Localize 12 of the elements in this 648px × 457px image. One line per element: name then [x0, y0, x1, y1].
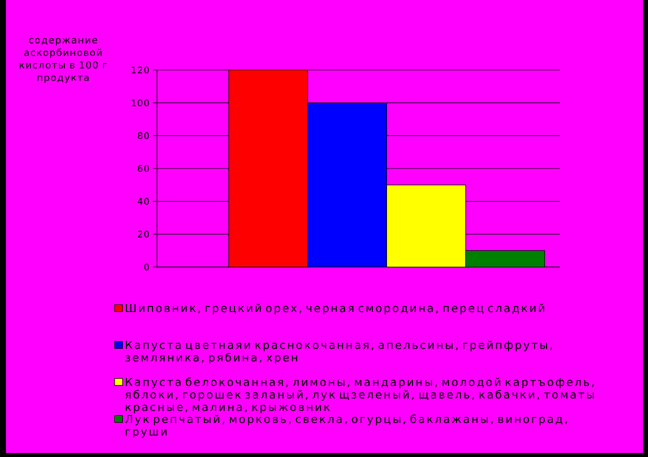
- y-tick-label: 80: [138, 132, 149, 140]
- y-tick-label: 100: [132, 99, 149, 106]
- y-tick-label: 20: [138, 230, 149, 238]
- legend-label: Шиповник, грецкий орех, черная смородина, перец сладкий: [126, 304, 544, 314]
- y-tick-label: 40: [138, 198, 149, 205]
- y-tick-label: 60: [138, 165, 149, 172]
- legend-label: Лук репчатый, морковь, свекла, огурцы, баклажаны, виноград, груши: [125, 414, 567, 438]
- legend-label: Капуста цветнаяи краснокочанная, апельсины, грейпфруты, земляника, рябина, хрен: [126, 340, 552, 364]
- y-axis-title: содержание аскорбиновой кислоты в 100 г продукта: [20, 38, 107, 83]
- legend-label: Капуста белокочанная, лимоны, мандарины, молодой картъофель, яблоки, горошек заланый, лук щзеленый, щавель, кабачки, томаты красные, малина, крыжовник: [125, 377, 594, 414]
- y-tick-label: 0: [144, 264, 149, 270]
- y-tick-label: 120: [132, 66, 149, 74]
